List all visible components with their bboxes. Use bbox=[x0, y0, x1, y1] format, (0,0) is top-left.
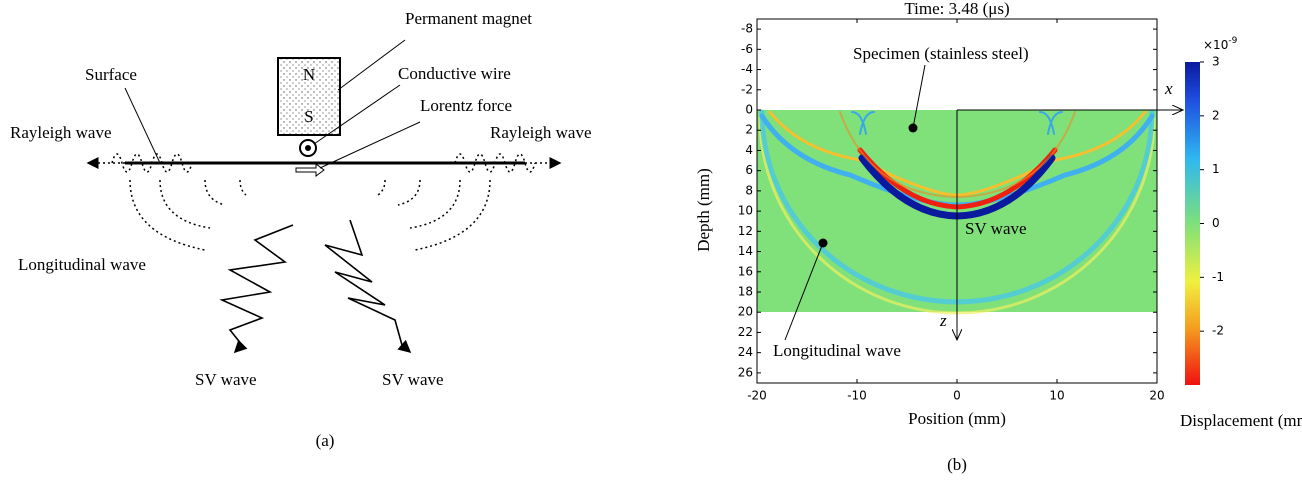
longitudinal-label: Longitudinal wave bbox=[18, 255, 146, 274]
leader bbox=[338, 40, 405, 90]
longitudinal-arc bbox=[398, 180, 420, 205]
x-tick-label: 0 bbox=[953, 389, 961, 403]
longitudinal-arc bbox=[240, 180, 246, 195]
y-axis-label: Depth (mm) bbox=[694, 168, 713, 252]
sv-wave-label: SV wave bbox=[965, 219, 1027, 238]
colorbar-tick-label: 2 bbox=[1212, 108, 1220, 122]
x-tick-label: 20 bbox=[1149, 389, 1164, 403]
longitudinal-arc bbox=[160, 180, 210, 228]
colorbar bbox=[1185, 62, 1200, 385]
caption: (a) bbox=[316, 431, 335, 450]
colorbar-label: Displacement (mm) bbox=[1180, 411, 1302, 430]
y-tick-label: 4 bbox=[745, 143, 753, 157]
y-tick-label: -2 bbox=[741, 82, 753, 96]
y-tick-label: 10 bbox=[738, 204, 753, 218]
y-tick-label: -8 bbox=[741, 22, 753, 36]
colorbar-tick-label: 3 bbox=[1212, 55, 1220, 69]
exponent: -9 bbox=[1228, 36, 1237, 46]
panel-a: N S Permanent magnet Conductive wire Lor… bbox=[10, 9, 592, 450]
colorbar-multiplier: ×10-9 bbox=[1203, 36, 1238, 52]
north-label: N bbox=[303, 65, 315, 84]
y-tick-label: -4 bbox=[741, 62, 753, 76]
longitudinal-arc bbox=[415, 180, 490, 250]
leader bbox=[125, 88, 160, 163]
y-tick-label: 2 bbox=[745, 123, 753, 137]
multiplier: ×10 bbox=[1203, 38, 1228, 52]
rayleigh-right-label: Rayleigh wave bbox=[490, 123, 592, 142]
caption: (b) bbox=[947, 455, 967, 474]
y-tick-label: 26 bbox=[738, 365, 753, 379]
y-tick-label: 6 bbox=[745, 163, 753, 177]
magnet-label: Permanent magnet bbox=[405, 9, 532, 28]
panel-b: x z Specimen (stainless steel) SV wave L… bbox=[694, 0, 1302, 474]
x-tick-label: -10 bbox=[847, 389, 867, 403]
figure: N S Permanent magnet Conductive wire Lor… bbox=[0, 0, 1302, 486]
longitudinal-arc bbox=[410, 180, 460, 228]
sv-wave-right bbox=[325, 220, 410, 352]
sv-right-label: SV wave bbox=[382, 370, 444, 389]
wire-dot bbox=[305, 145, 311, 151]
axis-x-label: x bbox=[1164, 79, 1173, 98]
longitudinal-arc bbox=[205, 180, 225, 205]
y-tick-label: 12 bbox=[738, 224, 753, 238]
wire-label: Conductive wire bbox=[398, 64, 511, 83]
colorbar-tick-label: -1 bbox=[1212, 270, 1224, 284]
longitudinal-arc bbox=[378, 180, 385, 195]
longitudinal-label: Longitudinal wave bbox=[773, 341, 901, 360]
surface-label: Surface bbox=[85, 65, 137, 84]
plot-title: Time: 3.48 (μs) bbox=[904, 0, 1009, 18]
x-tick-label: 10 bbox=[1049, 389, 1064, 403]
specimen-label: Specimen (stainless steel) bbox=[853, 44, 1029, 63]
y-tick-label: -6 bbox=[741, 42, 753, 56]
sv-wave-left bbox=[222, 225, 293, 352]
y-tick-label: 24 bbox=[738, 345, 753, 359]
force-arrow bbox=[296, 164, 324, 176]
colorbar-tick-label: -2 bbox=[1212, 324, 1224, 338]
y-tick-label: 0 bbox=[745, 103, 753, 117]
longitudinal-arc bbox=[130, 180, 205, 250]
axis-z-label: z bbox=[939, 311, 947, 330]
y-tick-label: 8 bbox=[745, 183, 753, 197]
y-tick-label: 18 bbox=[738, 285, 753, 299]
colorbar-tick-label: 1 bbox=[1212, 162, 1220, 176]
y-tick-label: 16 bbox=[738, 264, 753, 278]
y-tick-label: 22 bbox=[738, 325, 753, 339]
x-tick-label: -20 bbox=[747, 389, 767, 403]
force-label: Lorentz force bbox=[420, 96, 512, 115]
y-tick-label: 20 bbox=[738, 305, 753, 319]
rayleigh-left-label: Rayleigh wave bbox=[10, 123, 112, 142]
x-axis-label: Position (mm) bbox=[908, 409, 1006, 428]
y-tick-label: 14 bbox=[738, 244, 753, 258]
sv-left-label: SV wave bbox=[195, 370, 257, 389]
colorbar-tick-label: 0 bbox=[1212, 216, 1220, 230]
south-label: S bbox=[304, 107, 313, 126]
